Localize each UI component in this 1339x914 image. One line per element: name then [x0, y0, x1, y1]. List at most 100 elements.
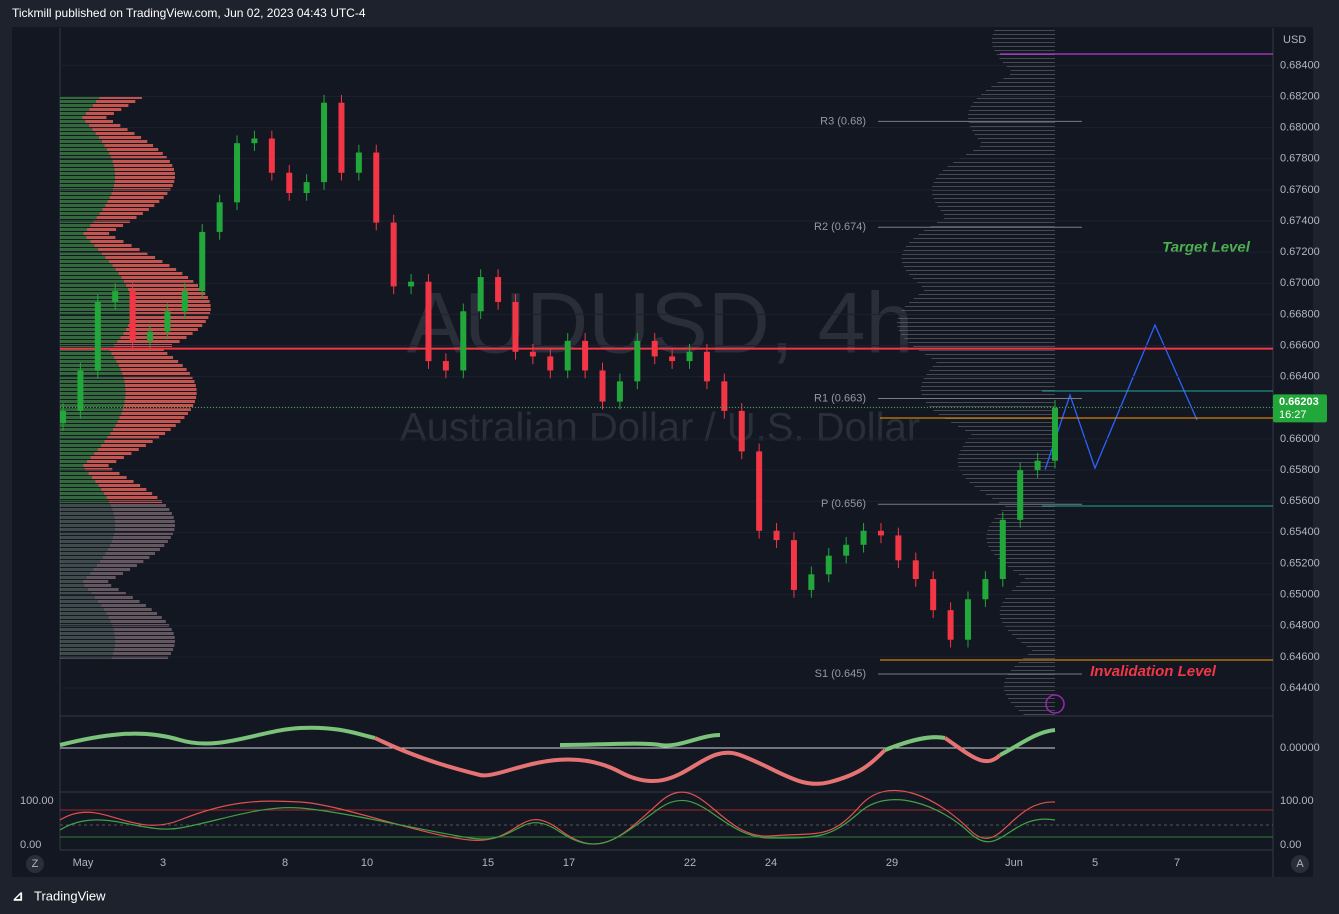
- profile-bar: [1032, 650, 1055, 651]
- candle-body: [303, 182, 310, 193]
- profile-bar: [60, 392, 126, 395]
- profile-bar: [898, 330, 1055, 331]
- scale-button-label[interactable]: Z: [32, 858, 39, 870]
- profile-bar: [107, 436, 160, 439]
- profile-bar: [60, 460, 87, 463]
- profile-bar: [1023, 658, 1055, 659]
- candle-body: [512, 301, 519, 352]
- profile-bar: [102, 208, 149, 211]
- profile-bar: [60, 240, 91, 243]
- x-tick-label: 24: [765, 857, 777, 869]
- profile-bar: [101, 488, 147, 491]
- candle-body: [408, 281, 415, 287]
- y-tick-label: 0.65400: [1280, 526, 1320, 538]
- profile-bar: [104, 440, 153, 443]
- candle-body: [268, 138, 275, 173]
- profile-bar: [60, 448, 98, 451]
- candle-body: [738, 410, 745, 452]
- profile-bar: [962, 446, 1055, 447]
- profile-bar: [994, 30, 1055, 31]
- profile-bar: [971, 434, 1055, 435]
- projection-path: [1044, 323, 1198, 471]
- profile-bar: [986, 534, 1055, 535]
- profile-bar: [111, 192, 168, 195]
- scale-button[interactable]: [26, 855, 44, 873]
- pivot-label: R3 (0.68): [820, 115, 866, 127]
- profile-bar: [937, 206, 1055, 207]
- profile-bar: [1010, 70, 1055, 71]
- candle-body: [425, 281, 432, 362]
- profile-bar: [92, 128, 128, 131]
- profile-bar: [95, 132, 135, 135]
- candle-body: [756, 451, 763, 531]
- profile-bar: [980, 94, 1055, 95]
- auto-button[interactable]: [1291, 855, 1309, 873]
- profile-bar: [60, 420, 118, 423]
- volume-profile: [60, 30, 1055, 715]
- candle-body: [234, 143, 241, 203]
- y-tick-label: 0.65800: [1280, 464, 1320, 476]
- candle-body: [634, 340, 641, 382]
- profile-bar: [1021, 642, 1055, 643]
- profile-bar: [926, 374, 1055, 375]
- profile-bar: [60, 612, 107, 615]
- profile-bar: [91, 592, 126, 595]
- profile-bar: [60, 600, 99, 603]
- profile-bar: [60, 108, 90, 111]
- auto-button-label[interactable]: A: [1296, 858, 1304, 870]
- profile-bar: [1011, 634, 1055, 635]
- profile-bar: [123, 332, 193, 335]
- profile-bar: [957, 462, 1055, 463]
- profile-bar: [130, 296, 208, 299]
- profile-bar: [999, 58, 1055, 59]
- candle-body: [982, 579, 989, 600]
- y-tick-label: 0.65600: [1280, 495, 1320, 507]
- profile-bar: [60, 444, 102, 447]
- profile-bar: [109, 152, 163, 155]
- profile-bar: [901, 254, 1055, 255]
- profile-bar: [60, 148, 107, 151]
- candle-body: [947, 610, 954, 640]
- profile-bar: [60, 168, 115, 171]
- profile-bar: [96, 216, 137, 219]
- profile-bar: [107, 200, 160, 203]
- profile-bar: [972, 130, 1055, 131]
- profile-bar: [123, 280, 194, 283]
- profile-bar: [98, 484, 141, 487]
- profile-bar: [969, 482, 1055, 483]
- profile-bar: [60, 156, 112, 159]
- profile-bar: [965, 442, 1055, 443]
- profile-bar: [109, 196, 164, 199]
- profile-bar: [60, 576, 87, 579]
- profile-bar: [98, 248, 140, 251]
- oscillator-line: [374, 736, 887, 786]
- profile-bar: [60, 464, 84, 467]
- candle-body: [669, 356, 676, 362]
- profile-bar: [86, 228, 117, 231]
- profile-bar: [114, 636, 175, 639]
- profile-bar: [106, 496, 158, 499]
- profile-bar: [124, 400, 195, 403]
- profile-bar: [919, 350, 1055, 351]
- chart-panel: [12, 27, 1313, 877]
- profile-bar: [905, 270, 1055, 271]
- candle-body: [616, 381, 623, 402]
- profile-bar: [91, 476, 127, 479]
- candle-body: [373, 152, 380, 223]
- profile-bar: [958, 454, 1055, 455]
- profile-bar: [110, 432, 166, 435]
- profile-bar: [101, 140, 148, 143]
- x-tick-label: 10: [361, 857, 373, 869]
- candle-body: [477, 277, 484, 312]
- profile-bar: [931, 358, 1055, 359]
- profile-bar: [60, 536, 114, 539]
- candle-body: [843, 544, 850, 556]
- profile-bar: [99, 212, 143, 215]
- oscillator-line: [59, 725, 376, 747]
- profile-bar: [101, 604, 146, 607]
- profile-bar: [60, 272, 119, 275]
- profile-bar: [84, 584, 112, 587]
- y-tick-label: 0.68200: [1280, 90, 1320, 102]
- profile-bar: [92, 104, 129, 107]
- profile-bar: [60, 196, 110, 199]
